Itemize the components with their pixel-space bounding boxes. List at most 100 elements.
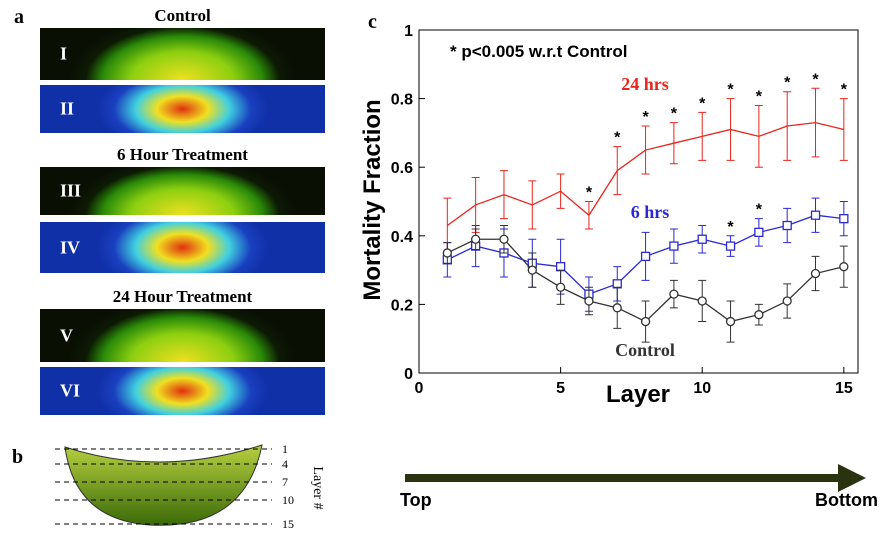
- marker: [640, 316, 651, 327]
- marker: [697, 296, 707, 306]
- layer-axis-label: Layer #: [310, 466, 325, 509]
- panel-label: b: [12, 446, 24, 468]
- y-tick-label: 0.6: [391, 160, 413, 177]
- plot-frame: [418, 29, 859, 374]
- significance-marker: *: [841, 82, 848, 99]
- significance-marker: *: [756, 88, 763, 105]
- marker: [669, 289, 679, 299]
- marker: [612, 279, 622, 289]
- x-tick-label: 0: [415, 380, 424, 397]
- panel-label: c: [368, 11, 377, 33]
- marker: [782, 296, 792, 306]
- marker: [584, 296, 594, 306]
- marker: [754, 227, 764, 238]
- series-label: 24 hrs: [621, 74, 669, 94]
- error-bar: [528, 180, 537, 230]
- error-bar: [499, 170, 508, 220]
- panel-label: a: [14, 6, 24, 28]
- marker: [470, 234, 481, 244]
- marker: [754, 310, 764, 320]
- layer-label: 7: [282, 475, 288, 489]
- image-label: II: [60, 98, 75, 119]
- marker: [555, 282, 566, 292]
- error-bar: [783, 91, 792, 161]
- marker: [612, 303, 622, 313]
- group-title: 24 Hour Treatment: [112, 287, 253, 306]
- series-label: Control: [615, 340, 675, 360]
- marker: [669, 241, 679, 251]
- y-tick-label: 0.4: [391, 229, 413, 246]
- significance-marker: *: [784, 75, 791, 92]
- x-axis-label: Layer: [606, 381, 670, 408]
- marker: [810, 210, 821, 220]
- marker: [499, 234, 509, 244]
- significance-marker: *: [727, 219, 734, 236]
- significance-marker: *: [812, 71, 819, 88]
- image: VI: [40, 367, 325, 415]
- marker: [527, 265, 537, 275]
- series-label: 6 hrs: [631, 202, 670, 222]
- image: IV: [40, 222, 325, 273]
- marker: [555, 262, 566, 272]
- image-label: IV: [60, 237, 81, 257]
- layer-label: 15: [282, 517, 294, 531]
- marker: [839, 213, 849, 224]
- marker: [782, 220, 792, 231]
- layer-label: 4: [282, 457, 288, 471]
- y-tick-label: 0: [404, 366, 413, 383]
- y-axis-label: Mortality Fraction: [359, 99, 386, 300]
- image: I: [40, 28, 325, 80]
- significance-marker: *: [756, 202, 763, 219]
- error-bar: [584, 201, 593, 230]
- y-tick-label: 0.2: [391, 297, 413, 314]
- tissue-diagram: [64, 444, 263, 526]
- image-label: I: [60, 43, 68, 64]
- marker: [810, 268, 821, 279]
- image: III: [40, 167, 325, 215]
- marker: [839, 262, 849, 272]
- arrow-end: Bottom: [815, 490, 878, 510]
- annotation: * p<0.005 w.r.t Control: [450, 42, 627, 61]
- image-label: III: [60, 180, 82, 201]
- significance-marker: *: [614, 130, 621, 147]
- layer-label: 10: [282, 493, 294, 507]
- error-bar: [641, 125, 650, 175]
- x-tick-label: 10: [693, 380, 711, 397]
- x-tick-label: 5: [556, 380, 565, 397]
- image-label: VI: [60, 380, 81, 401]
- significance-marker: *: [586, 185, 593, 202]
- y-tick-label: 1: [404, 23, 413, 40]
- marker: [697, 234, 707, 244]
- layer-label: 1: [282, 442, 288, 456]
- significance-marker: *: [699, 95, 706, 112]
- arrow-start: Top: [400, 490, 432, 510]
- error-bar: [471, 176, 480, 233]
- marker: [442, 248, 452, 258]
- marker: [725, 241, 736, 251]
- marker: [725, 316, 736, 327]
- group-title: 6 Hour Treatment: [117, 145, 248, 164]
- image-label: V: [60, 325, 73, 345]
- layer-lines: [55, 448, 272, 525]
- error-bar: [669, 122, 678, 165]
- error-bar: [839, 98, 848, 161]
- image: II: [40, 85, 325, 133]
- image: V: [40, 309, 325, 362]
- x-tick-label: 15: [835, 380, 853, 397]
- arrow-head: [838, 464, 866, 492]
- error-bar: [726, 98, 735, 161]
- significance-marker: *: [727, 82, 734, 99]
- error-bar: [811, 87, 820, 158]
- error-bar: [556, 173, 565, 209]
- error-bar: [754, 104, 763, 168]
- y-tick-label: 0.8: [391, 92, 413, 109]
- error-bar: [613, 146, 622, 196]
- significance-marker: *: [671, 106, 678, 123]
- error-bar: [698, 111, 707, 161]
- group-title: Control: [154, 6, 211, 25]
- marker: [640, 251, 651, 262]
- significance-marker: *: [642, 109, 649, 126]
- layer-labels: 1 4 7 10 15: [282, 442, 294, 531]
